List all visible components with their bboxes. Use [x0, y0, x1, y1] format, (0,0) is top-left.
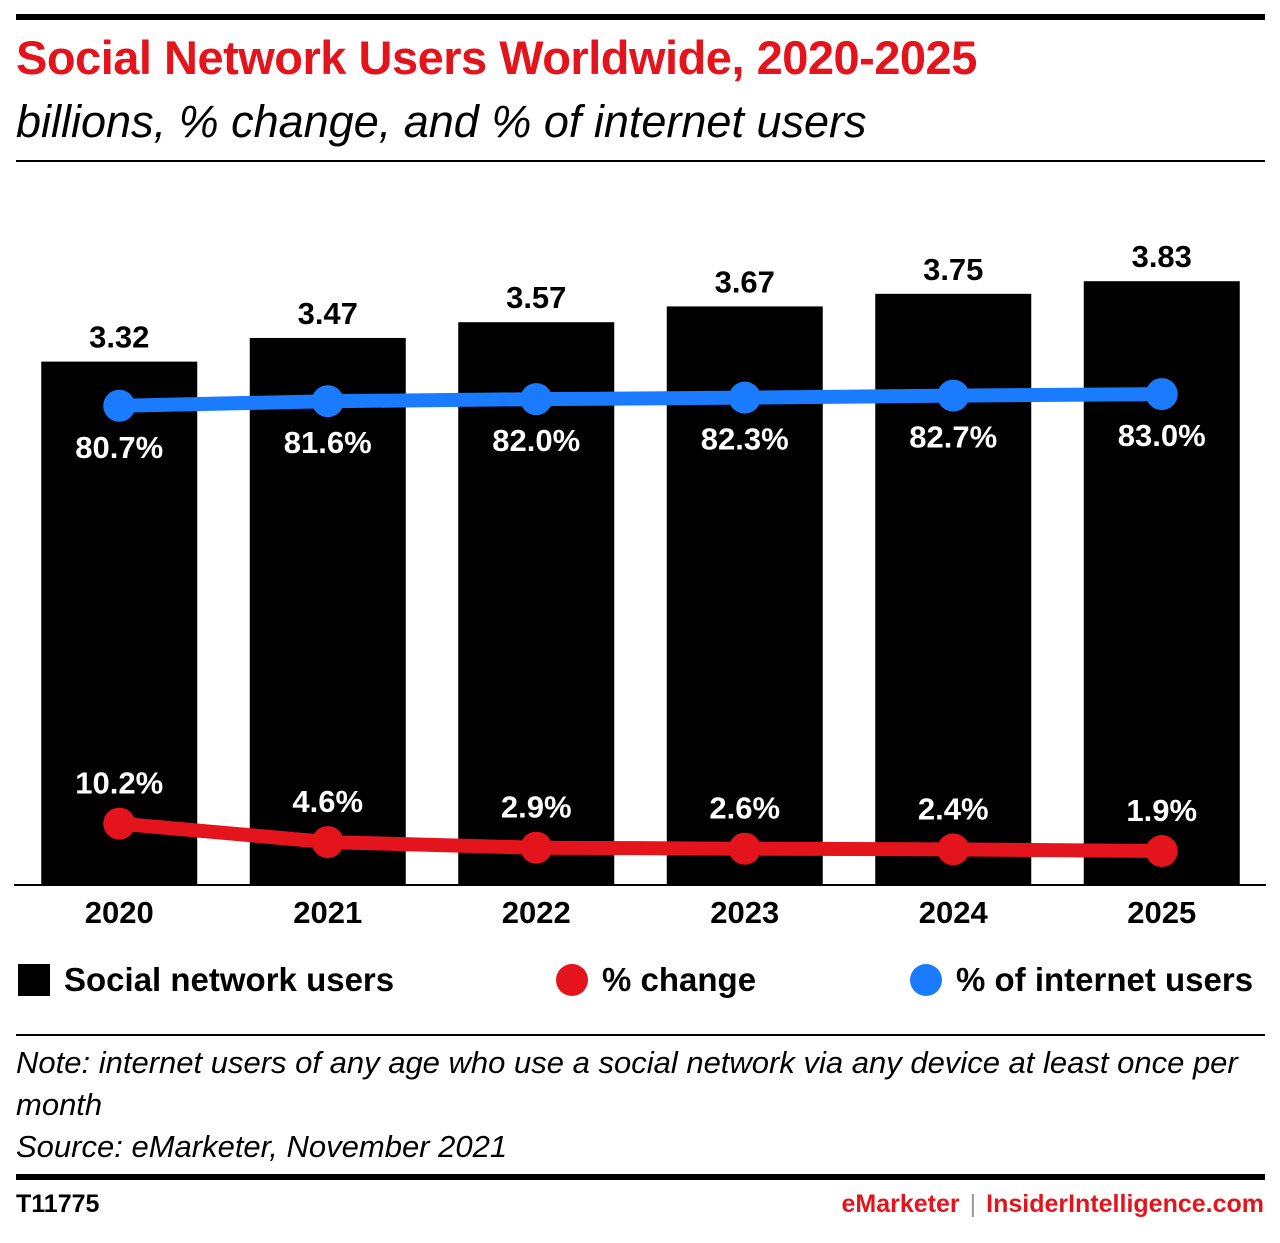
- pct-change-point-2020: [103, 807, 136, 840]
- pct-change-label-2021: 4.6%: [292, 784, 363, 819]
- pct-change-label-2022: 2.9%: [501, 790, 572, 825]
- chart-canvas: 3.32 3.47 3.57 3.67 3.75 3.83 80.7% 81.6% 82.0% 8…: [14, 239, 1266, 930]
- pct-change-label-2023: 2.6%: [709, 791, 780, 826]
- bar-2022: [458, 322, 615, 885]
- chart-subtitle: billions, % change, and % of internet us…: [16, 96, 867, 147]
- legend-bars: Social network users: [18, 958, 394, 1002]
- legend-bars-swatch: [18, 964, 50, 996]
- legend-bars-label: Social network users: [64, 961, 395, 998]
- pct-change-label-2025: 1.9%: [1126, 793, 1197, 828]
- x-tick-label-2024: 2024: [919, 895, 989, 930]
- x-tick-label-2022: 2022: [502, 895, 571, 930]
- internet-share-label-2023: 82.3%: [701, 422, 789, 457]
- x-tick-label-2025: 2025: [1127, 895, 1196, 930]
- legend-change-label: % change: [602, 961, 757, 998]
- bar-value-label-2022: 3.57: [506, 280, 566, 315]
- internet-share-point-2021: [311, 385, 344, 418]
- legend-internet-swatch: [910, 964, 942, 996]
- brand-footer: eMarketer | InsiderIntelligence.com: [842, 1190, 1265, 1219]
- legend-change: % change: [556, 958, 756, 1002]
- source-text: Source: eMarketer, November 2021: [16, 1129, 508, 1164]
- brand-separator: |: [969, 1190, 977, 1218]
- top-rule: [16, 14, 1265, 20]
- legend-rule: [16, 1034, 1265, 1036]
- internet-share-line: [112, 387, 1169, 413]
- brand-emarketer: eMarketer: [841, 1190, 960, 1218]
- internet-share-label-2022: 82.0%: [492, 423, 580, 458]
- chart-id: T11775: [16, 1190, 100, 1218]
- bar-2020: [41, 361, 198, 885]
- note-text: Note: internet users of any age who use …: [16, 1045, 1238, 1122]
- internet-share-point-2025: [1145, 378, 1178, 411]
- internet-share-label-2020: 80.7%: [75, 430, 163, 465]
- x-tick-label-2020: 2020: [85, 895, 154, 930]
- pct-change-label-2024: 2.4%: [918, 791, 989, 826]
- chart-note: Note: internet users of any age who use …: [16, 1042, 1256, 1168]
- internet-share-point-2022: [520, 383, 553, 416]
- internet-share-point-2023: [728, 381, 761, 414]
- pct-change-point-2022: [520, 831, 553, 864]
- bar-2021: [249, 337, 406, 885]
- pct-change-label-2020: 10.2%: [75, 766, 163, 801]
- pct-change-point-2021: [311, 826, 344, 859]
- bar-value-label-2021: 3.47: [298, 296, 358, 331]
- legend-change-swatch: [556, 964, 588, 996]
- chart-title: Social Network Users Worldwide, 2020-202…: [16, 31, 977, 84]
- internet-share-label-2021: 81.6%: [284, 425, 372, 460]
- bar-value-label-2023: 3.67: [715, 264, 775, 299]
- pct-change-point-2025: [1145, 835, 1178, 867]
- header-rule: [16, 160, 1265, 162]
- legend-internet-label: % of internet users: [956, 961, 1254, 998]
- bar-value-label-2020: 3.32: [89, 320, 149, 355]
- x-tick-label-2021: 2021: [293, 895, 362, 930]
- internet-share-label-2025: 83.0%: [1118, 418, 1206, 453]
- footer-rule: [16, 1174, 1265, 1180]
- internet-share-point-2020: [103, 389, 136, 422]
- brand-insider-link[interactable]: InsiderIntelligence.com: [986, 1190, 1264, 1218]
- pct-change-point-2023: [728, 832, 761, 865]
- bar-value-label-2024: 3.75: [923, 252, 983, 287]
- internet-share-label-2024: 82.7%: [909, 420, 997, 455]
- bar-value-label-2025: 3.83: [1132, 239, 1192, 274]
- internet-share-point-2024: [937, 379, 970, 412]
- pct-change-point-2024: [937, 833, 970, 866]
- x-tick-label-2023: 2023: [710, 895, 779, 930]
- pct-change-line: [112, 816, 1169, 858]
- legend-internet: % of internet users: [910, 958, 1253, 1002]
